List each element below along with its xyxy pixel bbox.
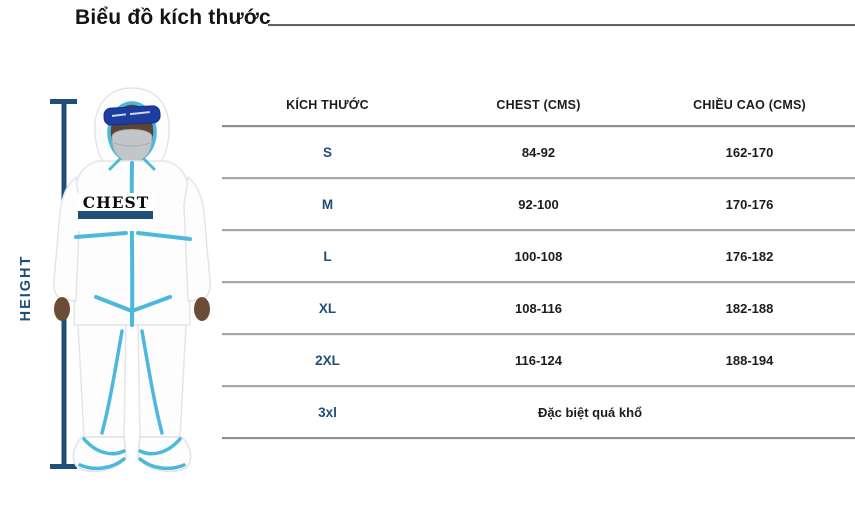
chest-value: 92-100: [518, 196, 559, 212]
height-value: 170-176: [725, 196, 774, 212]
chest-label: CHEST: [83, 193, 150, 212]
table-row: XL 108-116 182-188: [222, 283, 855, 335]
height-value: 176-182: [725, 248, 774, 264]
person-figure: [53, 87, 211, 473]
ppe-model-illustration: HEIGHT: [0, 85, 230, 485]
left-hand: [54, 297, 70, 321]
col-header-size: KÍCH THƯỚC: [286, 98, 369, 112]
table-row: M 92-100 170-176: [222, 179, 855, 231]
chest-value: 84-92: [521, 144, 556, 160]
taped-seams: [74, 157, 192, 327]
leg-seams: [100, 329, 164, 435]
title-divider-line: [268, 24, 855, 27]
oversize-note: Đặc biệt quá khổ: [537, 404, 643, 420]
size-label: 2XL: [315, 352, 340, 368]
chest-measure-band: CHEST: [78, 193, 154, 231]
size-label: S: [322, 144, 332, 160]
height-value: 162-170: [725, 144, 774, 160]
size-label: 3xl: [318, 404, 337, 420]
table-row: S 84-92 162-170: [222, 127, 855, 179]
right-hand: [194, 297, 210, 321]
ppe-model-svg: HEIGHT: [18, 87, 211, 473]
size-label: XL: [318, 300, 337, 316]
chest-value: 116-124: [515, 352, 562, 368]
boot-tapes: [78, 437, 186, 471]
height-value: 188-194: [725, 352, 774, 368]
table-header-row: KÍCH THƯỚC CHEST (CMS) CHIỀU CAO (CMS): [222, 85, 855, 127]
table-row: 2XL 116-124 188-194: [222, 335, 855, 387]
chest-measure-bar: [78, 211, 153, 219]
size-chart-table: KÍCH THƯỚC CHEST (CMS) CHIỀU CAO (CMS) S…: [222, 85, 855, 439]
chest-value: 100-108: [514, 248, 563, 264]
table-row: L 100-108 176-182: [222, 231, 855, 283]
chest-value: 108-116: [515, 300, 562, 316]
col-header-height: CHIỀU CAO (CMS): [693, 98, 806, 112]
height-value: 182-188: [725, 300, 774, 316]
height-label: HEIGHT: [18, 255, 34, 322]
visor-band: [103, 105, 161, 126]
table-row-oversize: 3xl Đặc biệt quá khổ: [222, 387, 855, 439]
size-label: L: [323, 248, 332, 264]
page-title: Biểu đồ kích thước: [75, 6, 271, 29]
col-header-chest: CHEST (CMS): [496, 98, 581, 112]
size-label: M: [321, 196, 334, 212]
